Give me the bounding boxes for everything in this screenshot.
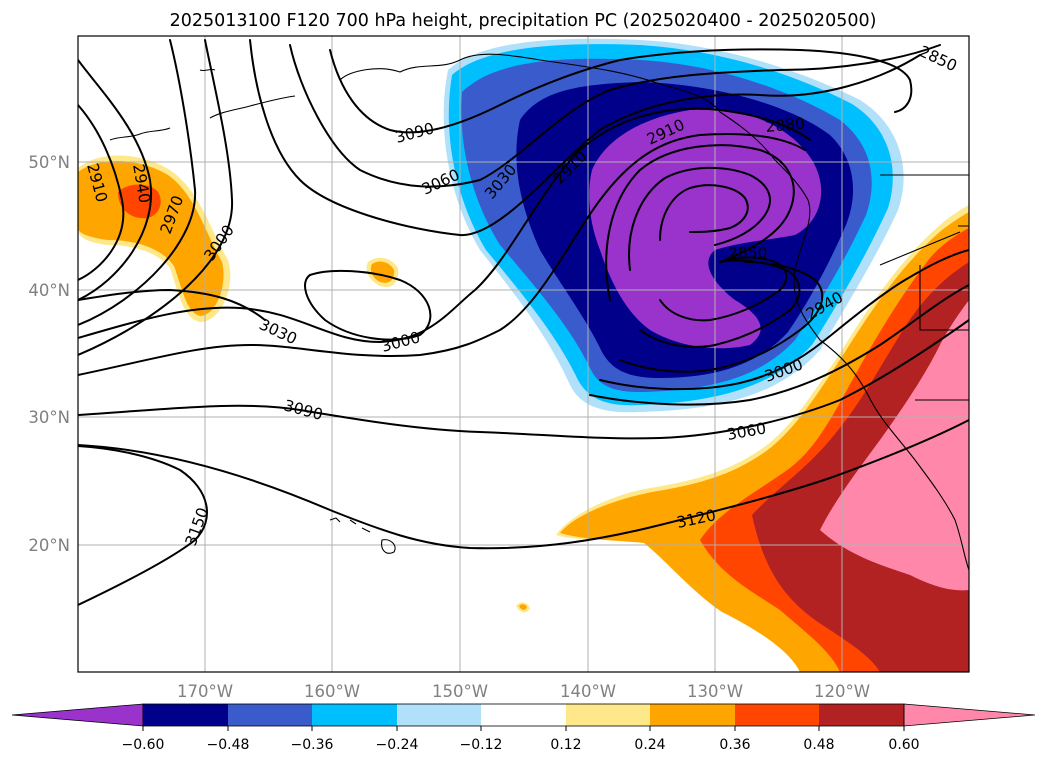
lat-label-20n: 20°N [28, 536, 70, 555]
lon-label-120w: 120°W [814, 682, 870, 701]
map-frame [77, 35, 970, 673]
colorbar: −0.60 −0.48 −0.36 −0.24 −0.12 0.12 0.24 … [11, 703, 1036, 753]
colorbar-tick-label: 0.48 [803, 737, 834, 753]
map-title: 2025013100 F120 700 hPa height, precipit… [170, 11, 877, 31]
positive-anomaly-southeast [556, 205, 969, 672]
latitude-labels: 50°N 40°N 30°N 20°N [28, 153, 70, 555]
colorbar-tick-label: −0.24 [376, 737, 419, 753]
colorbar-tick-label: 0.60 [888, 737, 919, 753]
lon-label-160w: 160°W [304, 682, 360, 701]
colorbar-tick-label: 0.36 [719, 737, 750, 753]
colorbar-bin [819, 704, 904, 726]
fill-pos-024-dot [519, 604, 527, 610]
lat-label-30n: 30°N [28, 408, 70, 427]
colorbar-frame [142, 703, 905, 727]
colorbar-tick-label: −0.48 [207, 737, 250, 753]
colorbar-tick-label: 0.12 [550, 737, 581, 753]
coastlines [109, 53, 969, 571]
lon-label-140w: 140°W [560, 682, 616, 701]
contour-label: 2880 [765, 115, 806, 136]
colorbar-extend-low [11, 703, 144, 727]
colorbar-bin [481, 704, 566, 726]
colorbar-tick-label: −0.60 [122, 737, 165, 753]
colorbar-tick-label: −0.12 [460, 737, 503, 753]
colorbar-tick-label: −0.36 [291, 737, 334, 753]
colorbar-bin [143, 704, 228, 726]
colorbar-tick-label: 0.24 [634, 737, 665, 753]
colorbar-bin [650, 704, 735, 726]
fill-pos-024-west [78, 161, 224, 316]
fill-pos-060-se [820, 300, 969, 591]
colorbar-extend-high [903, 703, 1036, 727]
contour-label: 2850 [728, 244, 767, 262]
contour-labels: 2850 2850 2880 2910 2910 2910 2940 2940 … [83, 42, 960, 548]
colorbar-bin [397, 704, 481, 726]
height-contours [78, 39, 969, 606]
lat-label-40n: 40°N [28, 281, 70, 300]
lat-label-50n: 50°N [28, 153, 70, 172]
lon-label-130w: 130°W [687, 682, 743, 701]
fill-neg-060 [589, 108, 822, 349]
lon-label-170w: 170°W [177, 682, 233, 701]
colorbar-bin [735, 704, 819, 726]
colorbar-bin [228, 704, 312, 726]
colorbar-ticks [142, 726, 905, 731]
lon-label-150w: 150°W [432, 682, 488, 701]
colorbar-bin [312, 704, 397, 726]
longitude-labels: 170°W 160°W 150°W 140°W 130°W 120°W [177, 682, 870, 701]
map-panel: 2850 2850 2880 2910 2910 2910 2940 2940 … [78, 36, 969, 672]
colorbar-bin [566, 704, 650, 726]
gridlines [78, 36, 969, 672]
